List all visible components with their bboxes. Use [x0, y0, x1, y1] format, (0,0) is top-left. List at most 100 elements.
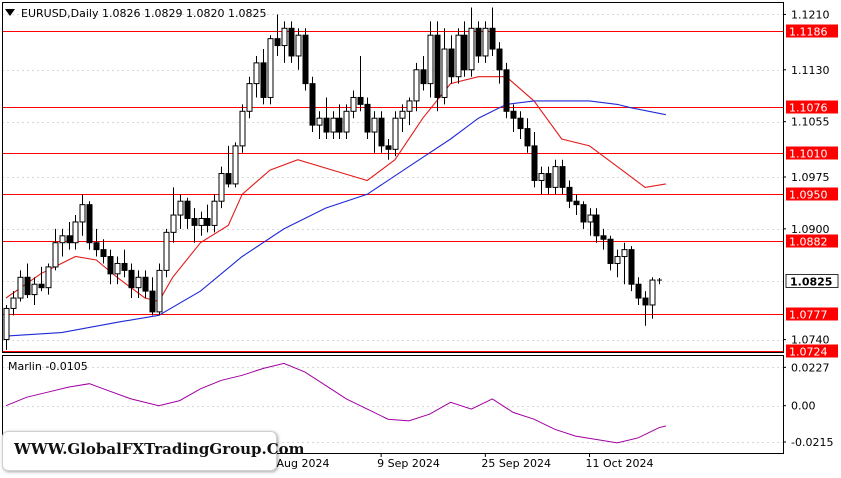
candle[interactable]	[441, 28, 448, 105]
candle[interactable]	[503, 62, 510, 119]
candle[interactable]	[531, 132, 538, 188]
candle[interactable]	[649, 277, 656, 319]
candle[interactable]	[510, 104, 517, 133]
candle[interactable]	[357, 55, 364, 112]
candle[interactable]	[420, 55, 427, 91]
candle[interactable]	[399, 104, 406, 133]
candle[interactable]	[204, 204, 211, 233]
candle[interactable]	[524, 118, 531, 153]
candle[interactable]	[10, 291, 17, 316]
candle[interactable]	[121, 249, 128, 278]
candle[interactable]	[573, 194, 580, 216]
candle[interactable]	[545, 166, 552, 195]
candle[interactable]	[135, 270, 142, 299]
candle[interactable]	[364, 97, 371, 139]
candle[interactable]	[302, 28, 309, 91]
candle[interactable]	[38, 266, 45, 292]
candle[interactable]	[260, 49, 267, 105]
candle[interactable]	[142, 270, 149, 299]
candle[interactable]	[156, 263, 163, 316]
candle[interactable]	[72, 215, 79, 250]
candle[interactable]	[642, 291, 649, 326]
candle[interactable]	[600, 228, 607, 250]
candle[interactable]	[86, 201, 93, 250]
candle[interactable]	[434, 21, 441, 112]
candle[interactable]	[468, 7, 475, 77]
candle[interactable]	[225, 145, 232, 188]
candle[interactable]	[274, 14, 281, 56]
candle[interactable]	[413, 62, 420, 112]
candle[interactable]	[198, 211, 205, 236]
candle[interactable]	[635, 277, 642, 305]
candle[interactable]	[385, 138, 392, 160]
candle[interactable]	[587, 208, 594, 236]
candle[interactable]	[100, 239, 107, 264]
candle[interactable]	[45, 263, 52, 295]
candle[interactable]	[184, 197, 191, 229]
candle[interactable]	[371, 111, 378, 153]
candle[interactable]	[559, 159, 566, 195]
candle[interactable]	[191, 208, 198, 243]
candle[interactable]	[288, 21, 295, 63]
candle[interactable]	[59, 228, 66, 257]
candle[interactable]	[336, 104, 343, 139]
candle[interactable]	[309, 76, 316, 133]
candle[interactable]	[475, 21, 482, 63]
candle[interactable]	[538, 166, 545, 195]
candle[interactable]	[66, 221, 73, 250]
candle[interactable]	[566, 180, 573, 209]
candle[interactable]	[392, 111, 399, 157]
candle[interactable]	[3, 304, 10, 350]
candle[interactable]	[628, 246, 635, 292]
candle[interactable]	[330, 111, 337, 139]
candle[interactable]	[149, 277, 156, 316]
candle[interactable]	[378, 111, 385, 153]
candle[interactable]	[93, 228, 100, 257]
candle[interactable]	[427, 21, 434, 98]
candle[interactable]	[253, 55, 260, 98]
candle[interactable]	[52, 228, 59, 271]
candle[interactable]	[323, 97, 330, 139]
candle[interactable]	[657, 277, 662, 285]
candle[interactable]	[114, 256, 121, 285]
candle[interactable]	[607, 235, 614, 271]
candle[interactable]	[267, 35, 274, 105]
candle[interactable]	[455, 28, 462, 84]
candle[interactable]	[246, 76, 253, 119]
candle[interactable]	[621, 242, 628, 285]
candle[interactable]	[406, 97, 413, 126]
candle[interactable]	[580, 201, 587, 229]
level-label: 1.0777	[789, 309, 828, 322]
level-label-bg	[786, 146, 838, 160]
candle[interactable]	[232, 142, 239, 188]
candle[interactable]	[482, 21, 489, 63]
candle[interactable]	[79, 194, 86, 236]
candle[interactable]	[593, 208, 600, 243]
candle[interactable]	[107, 249, 114, 285]
candle[interactable]	[177, 194, 184, 229]
candle[interactable]	[489, 7, 496, 56]
candle[interactable]	[31, 277, 38, 305]
candle[interactable]	[163, 228, 170, 278]
candle[interactable]	[614, 249, 621, 278]
candle[interactable]	[24, 263, 31, 299]
candle[interactable]	[461, 21, 468, 77]
candle[interactable]	[211, 194, 218, 233]
candle[interactable]	[343, 104, 350, 139]
watermark-badge: WWW.GlobalFXTradingGroup.Com	[2, 431, 305, 471]
candle[interactable]	[517, 111, 524, 139]
candle[interactable]	[128, 263, 135, 299]
candle[interactable]	[552, 159, 559, 195]
candle[interactable]	[496, 42, 503, 84]
candle[interactable]	[295, 28, 302, 70]
dropdown-triangle-icon[interactable]	[5, 9, 15, 16]
candle[interactable]	[218, 166, 225, 209]
candle[interactable]	[448, 35, 455, 84]
candle[interactable]	[281, 21, 288, 63]
candle[interactable]	[350, 90, 357, 119]
candle[interactable]	[316, 111, 323, 139]
candle[interactable]	[239, 104, 246, 153]
candle[interactable]	[170, 187, 177, 243]
candle[interactable]	[17, 270, 24, 302]
